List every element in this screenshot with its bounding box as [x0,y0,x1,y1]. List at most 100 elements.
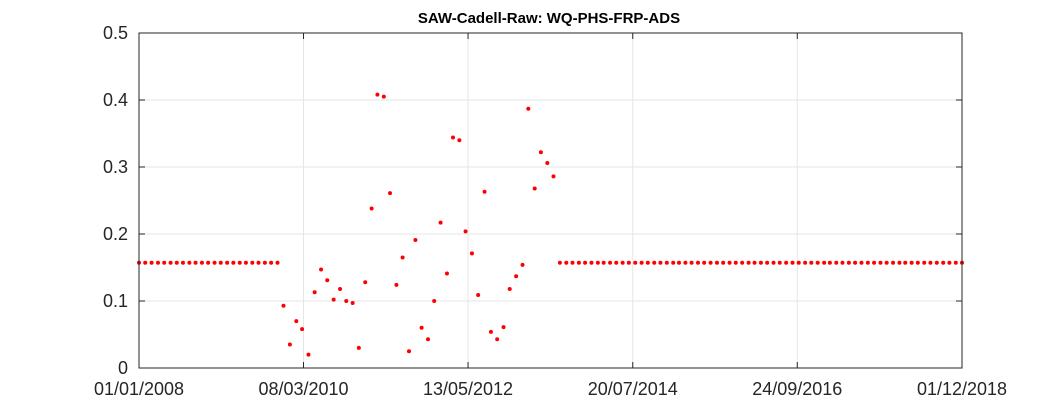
data-point [262,260,267,265]
data-point [652,260,657,265]
data-point [689,260,694,265]
data-point [683,260,688,265]
data-point [400,255,405,260]
data-point [897,260,902,265]
data-point [514,274,519,279]
data-point [790,260,795,265]
data-point [915,260,920,265]
data-point [614,260,619,265]
data-point [626,260,631,265]
data-point [570,260,575,265]
data-points [137,92,964,357]
y-tick-label: 0.1 [103,291,128,311]
data-point [815,260,820,265]
data-point [583,260,588,265]
data-point [752,260,757,265]
data-point [846,260,851,265]
data-point [187,260,192,265]
data-point [645,260,650,265]
data-point [658,260,663,265]
data-point [733,260,738,265]
data-point [501,325,506,330]
data-point [218,260,223,265]
data-point [243,260,248,265]
data-point [891,260,896,265]
data-point [488,329,493,334]
y-axis-ticks: 0 0.1 0.2 0.3 0.4 0.5 [103,23,962,378]
data-point [388,191,393,196]
data-point [834,260,839,265]
data-point [695,260,700,265]
data-point [608,260,613,265]
y-tick-label: 0 [118,358,128,378]
data-point [922,260,927,265]
data-point [859,260,864,265]
x-tick-label: 13/05/2012 [423,379,513,399]
data-point [809,260,814,265]
data-point [746,260,751,265]
data-point [168,260,173,265]
data-point [294,319,299,324]
data-point [601,260,606,265]
data-point [250,260,255,265]
data-point [740,260,745,265]
data-point [557,260,562,265]
y-tick-label: 0.2 [103,224,128,244]
data-point [633,260,638,265]
data-point [256,260,261,265]
data-point [777,260,782,265]
data-point [538,150,543,155]
x-axis-ticks: 01/01/2008 08/03/2010 13/05/2012 20/07/2014… [94,33,1007,399]
data-point [620,260,625,265]
data-point [306,352,311,357]
data-point [595,260,600,265]
data-point [180,260,185,265]
data-point [143,260,148,265]
data-point [225,260,230,265]
data-point [162,260,167,265]
data-point [953,260,958,265]
data-point [425,337,430,342]
data-point [532,186,537,191]
data-point [193,260,198,265]
data-point [325,278,330,283]
y-tick-label: 0.5 [103,23,128,43]
data-point [822,260,827,265]
data-point [671,260,676,265]
y-tick-label: 0.3 [103,157,128,177]
data-point [199,260,204,265]
data-point [784,260,789,265]
data-point [344,299,349,303]
data-point [827,260,832,265]
data-point [639,260,644,265]
data-point [281,303,286,308]
data-point [287,342,292,347]
data-point [758,260,763,265]
data-point [350,301,355,306]
data-point [438,220,443,225]
data-point [840,260,845,265]
data-point [482,189,487,194]
data-point [714,260,719,265]
data-point [765,260,770,265]
data-point [796,260,801,265]
x-tick-label: 08/03/2010 [258,379,348,399]
data-point [941,260,946,265]
data-point [545,160,550,165]
data-point [363,280,368,285]
data-point [771,260,776,265]
data-point [444,271,449,276]
data-point [331,297,336,302]
data-point [878,260,883,265]
data-point [375,92,380,97]
data-point [702,260,707,265]
data-point [394,282,399,287]
data-point [319,267,324,272]
plot-area [139,33,962,368]
data-point [853,260,858,265]
data-point [495,337,500,342]
data-point [312,290,317,295]
x-tick-label: 01/12/2018 [917,379,1007,399]
data-point [865,260,870,265]
